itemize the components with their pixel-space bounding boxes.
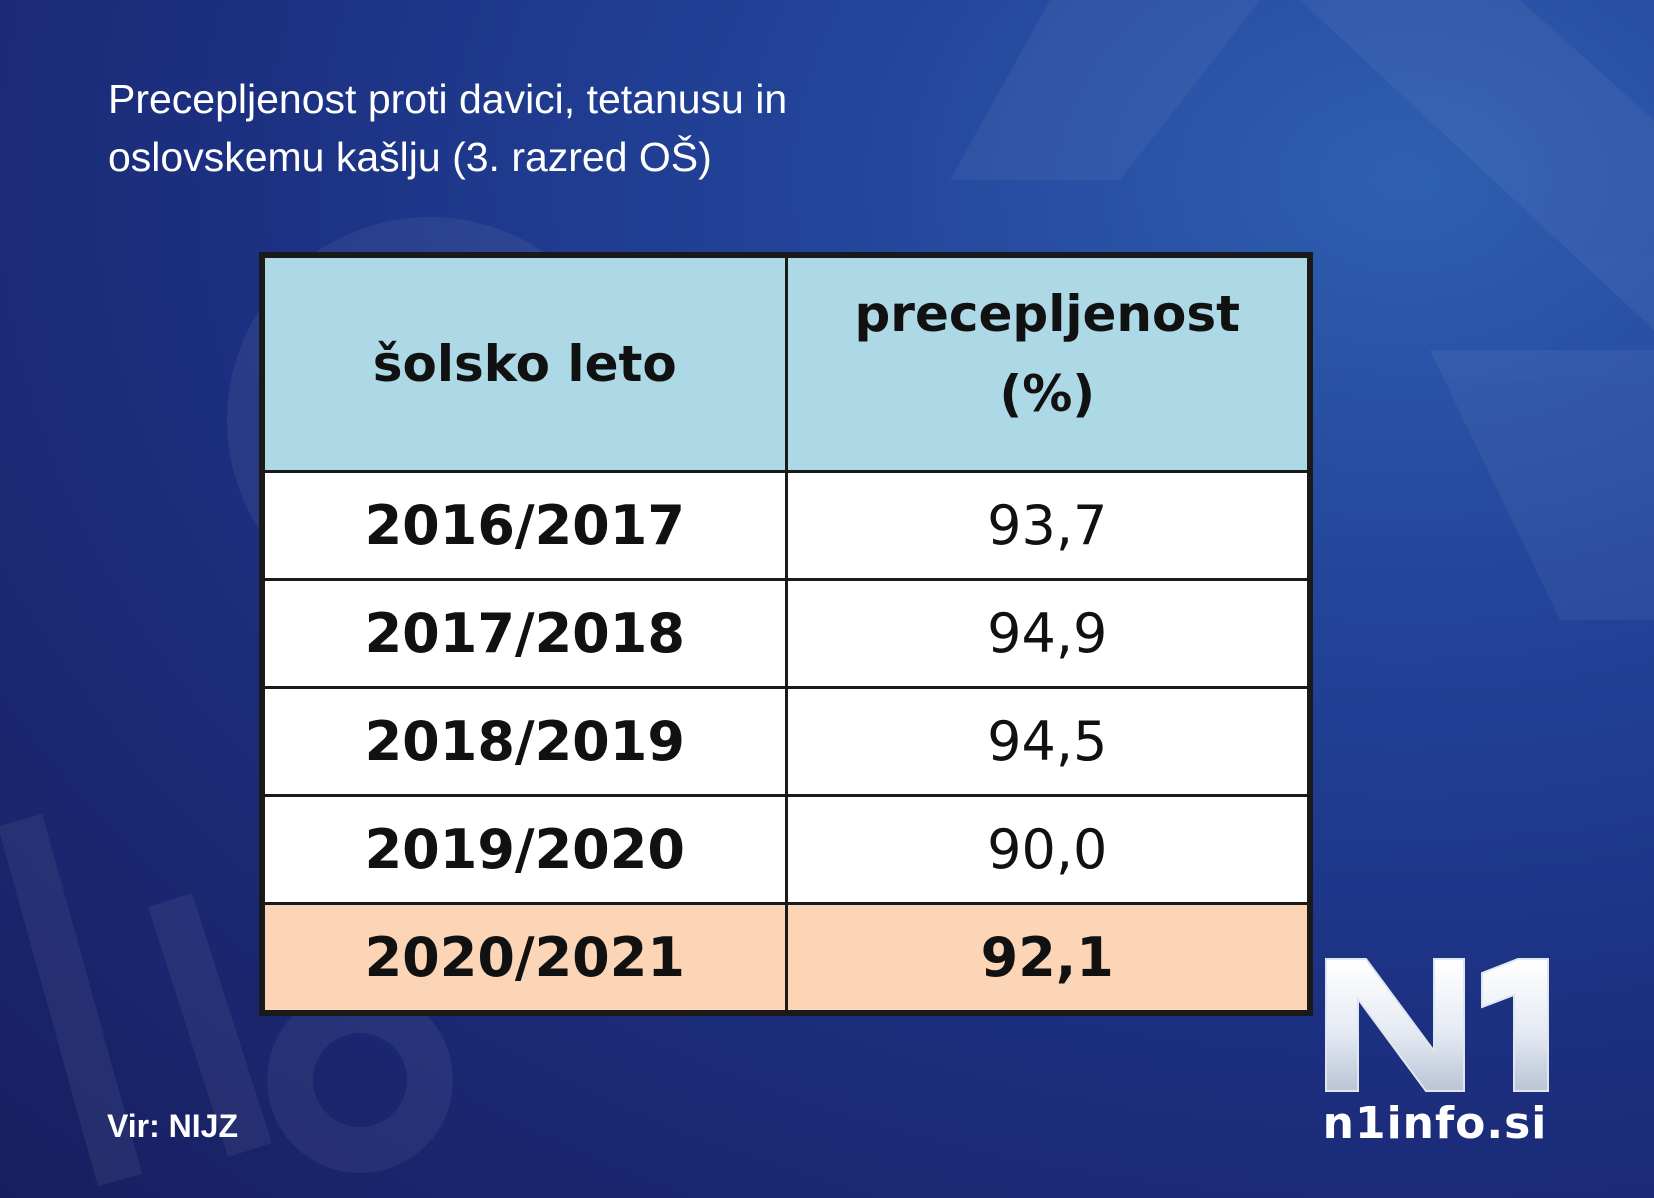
table-row: 2017/2018 94,9 <box>262 578 1310 689</box>
data-table-container: šolsko leto precepljenost (%) 2016/2017 … <box>259 252 1313 1016</box>
row-year-cell: 2018/2019 <box>262 686 788 797</box>
chart-title: Precepljenost proti davici, tetanusu in … <box>108 70 1008 186</box>
row-year-cell: 2017/2018 <box>262 578 788 689</box>
row-value-cell: 94,9 <box>784 578 1310 689</box>
table-header-row: šolsko leto precepljenost (%) <box>262 255 1310 473</box>
chart-title-line-2: oslovskemu kašlju (3. razred OŠ) <box>108 134 712 180</box>
n1-logo <box>1325 958 1549 1092</box>
table-row-highlighted: 2020/2021 92,1 <box>262 902 1310 1013</box>
row-value-cell: 92,1 <box>784 902 1310 1013</box>
vaccination-table: šolsko leto precepljenost (%) 2016/2017 … <box>262 255 1310 1013</box>
row-value-cell: 93,7 <box>784 470 1310 581</box>
table-row: 2018/2019 94,5 <box>262 686 1310 797</box>
header-vaccination-rate-label: precepljenost <box>854 285 1241 343</box>
source-note: Vir: NIJZ <box>107 1108 238 1144</box>
table-row: 2019/2020 90,0 <box>262 794 1310 905</box>
chart-title-line-1: Precepljenost proti davici, tetanusu in <box>108 76 788 122</box>
row-year-cell: 2020/2021 <box>262 902 788 1013</box>
row-year-cell: 2019/2020 <box>262 794 788 905</box>
header-vaccination-rate: precepljenost (%) <box>784 255 1310 473</box>
row-year-cell: 2016/2017 <box>262 470 788 581</box>
table-row: 2016/2017 93,7 <box>262 470 1310 581</box>
header-school-year: šolsko leto <box>262 255 788 473</box>
logo-site-text: n1info.si <box>1322 1098 1548 1149</box>
row-value-cell: 90,0 <box>784 794 1310 905</box>
header-vaccination-rate-unit: (%) <box>999 365 1096 423</box>
row-value-cell: 94,5 <box>784 686 1310 797</box>
header-school-year-label: šolsko leto <box>372 335 677 393</box>
